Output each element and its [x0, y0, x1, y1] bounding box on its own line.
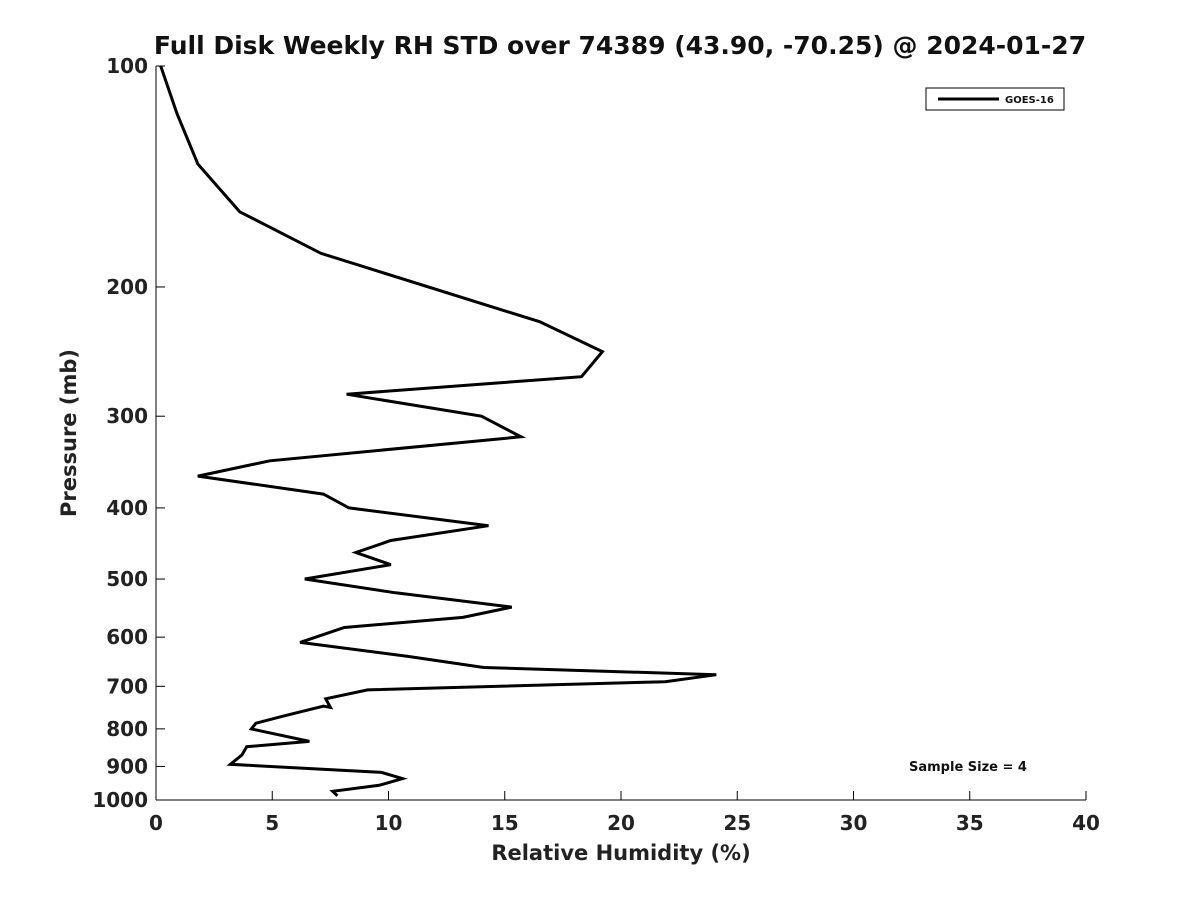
x-tick-label: 20 [607, 811, 635, 835]
y-tick-label: 800 [106, 717, 148, 741]
y-tick-label: 900 [106, 754, 148, 778]
y-tick-label: 300 [106, 404, 148, 428]
y-tick-label: 200 [106, 275, 148, 299]
y-tick-label: 500 [106, 567, 148, 591]
x-tick-label: 15 [491, 811, 519, 835]
legend-label: GOES-16 [1005, 95, 1054, 106]
x-tick-label: 30 [840, 811, 868, 835]
x-tick-label: 25 [723, 811, 751, 835]
y-tick-label: 600 [106, 625, 148, 649]
y-tick-label: 400 [106, 496, 148, 520]
y-axis-label: Pressure (mb) [57, 349, 81, 517]
sample-size-annotation: Sample Size = 4 [909, 760, 1027, 775]
y-tick-label: 100 [106, 54, 148, 78]
x-tick-label: 10 [375, 811, 403, 835]
x-axis-label: Relative Humidity (%) [491, 841, 750, 865]
y-tick-label: 700 [106, 674, 148, 698]
chart-title: Full Disk Weekly RH STD over 74389 (43.9… [154, 31, 1086, 60]
x-tick-label: 0 [149, 811, 163, 835]
x-tick-label: 35 [956, 811, 984, 835]
series-line-goes-16 [159, 65, 717, 797]
legend: GOES-16 [925, 87, 1065, 111]
x-tick-label: 40 [1072, 811, 1100, 835]
x-axis-ticks: 0 5 10 15 20 25 30 35 40 [149, 791, 1100, 835]
x-tick-label: 5 [265, 811, 279, 835]
series-layer [159, 65, 717, 797]
y-tick-label: 1000 [92, 788, 148, 812]
y-axis-ticks: 100 200 300 400 500 600 700 800 900 1000 [92, 54, 165, 812]
